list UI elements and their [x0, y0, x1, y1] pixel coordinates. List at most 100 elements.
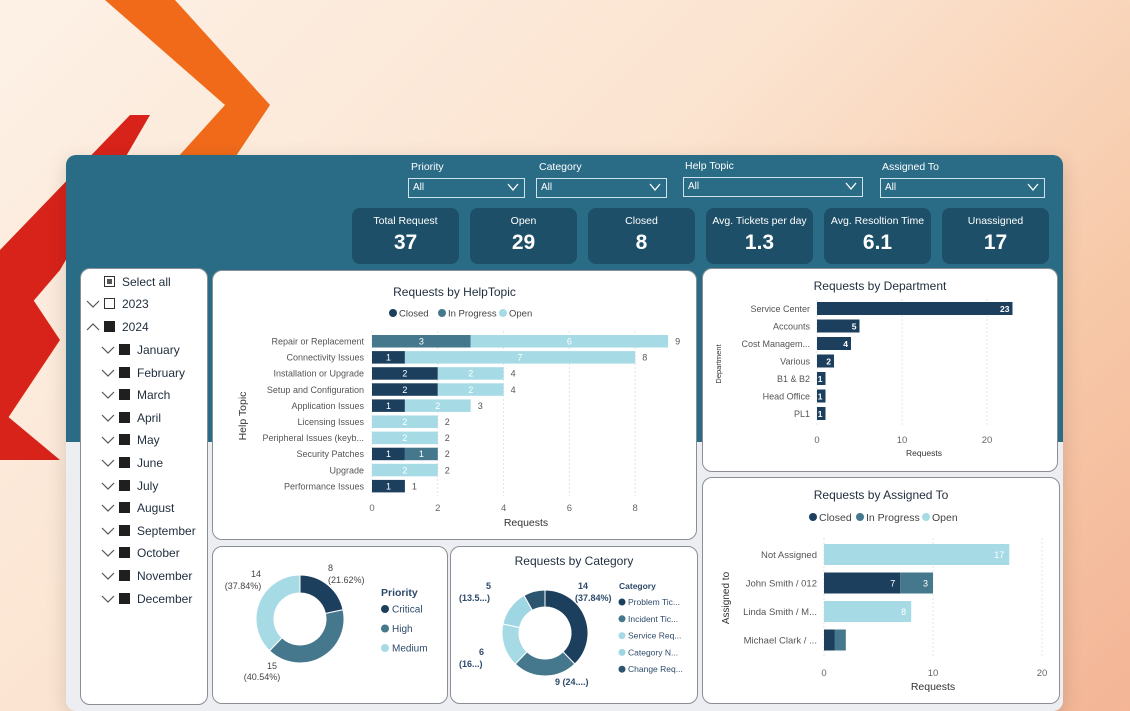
priority-dropdown[interactable]: All — [408, 178, 525, 198]
data-label: 2 — [826, 356, 831, 366]
checkbox[interactable] — [119, 570, 130, 581]
checkbox[interactable] — [119, 411, 130, 423]
chevron-down-icon[interactable] — [101, 433, 115, 447]
bar-segment-open — [404, 351, 636, 364]
bar — [817, 407, 826, 420]
bar-segment-closed — [372, 367, 438, 380]
chevron-down-icon[interactable] — [101, 479, 115, 493]
legend-label: In Progress — [448, 309, 497, 320]
y-tick-label: Linda Smith / M... — [743, 607, 817, 618]
data-label: 3 — [419, 337, 424, 347]
data-label: 1 — [818, 374, 823, 384]
bar-segment-closed — [372, 447, 405, 461]
chevron-down-icon — [845, 182, 857, 191]
assigned-to-dropdown[interactable]: All — [880, 178, 1045, 198]
checkbox[interactable] — [119, 434, 130, 446]
y-tick-label: Michael Clark / ... — [744, 636, 817, 647]
data-label: 2 — [435, 401, 440, 411]
chart-title: Requests by Assigned To — [813, 488, 949, 502]
checkbox[interactable] — [104, 298, 115, 309]
category-dropdown[interactable]: All — [536, 178, 667, 198]
legend-marker — [618, 648, 626, 656]
chevron-down-icon[interactable] — [86, 297, 100, 311]
checkbox[interactable] — [119, 524, 130, 536]
dropdown-value: All — [885, 182, 897, 193]
bar — [817, 319, 860, 333]
chevron-up-icon[interactable] — [86, 320, 100, 334]
legend-label: Change Req... — [628, 664, 683, 674]
kpi-closed: Closed 8 — [588, 208, 695, 264]
y-tick-label: Installation or Upgrade — [273, 369, 364, 379]
slicer-item-label: April — [137, 410, 162, 425]
kpi-label: Avg. Resoltion Time — [830, 215, 925, 227]
checkbox[interactable] — [119, 457, 130, 468]
chevron-down-icon[interactable] — [101, 524, 115, 538]
checkbox[interactable] — [119, 344, 130, 355]
checkbox[interactable] — [104, 321, 115, 332]
chevron-down-icon[interactable] — [101, 411, 115, 425]
chevron-down-icon — [649, 183, 661, 192]
x-tick-label: 10 — [897, 435, 908, 446]
x-tick-label: 0 — [821, 668, 826, 679]
y-axis-label: Department — [714, 343, 723, 383]
bar-segment-closed — [824, 572, 901, 594]
bar-segment-open — [437, 383, 504, 396]
data-label: 1 — [386, 449, 391, 459]
date-slicer: Select all 2023 2024 January February March Ap… — [80, 268, 208, 705]
checkbox[interactable] — [119, 366, 130, 378]
chevron-down-icon[interactable] — [101, 592, 115, 606]
chevron-down-icon[interactable] — [101, 456, 115, 470]
chevron-down-icon[interactable] — [101, 546, 115, 560]
bar-segment-open — [824, 601, 912, 622]
x-axis-label: Requests — [504, 517, 548, 529]
filter-category[interactable]: Category All — [536, 160, 667, 198]
kpi-label: Closed — [625, 215, 658, 227]
department-chart-panel: Requests by Department 0 10 20 Requests Depa… — [702, 268, 1058, 472]
slicer-item-label: May — [137, 433, 160, 448]
checkbox[interactable] — [119, 479, 130, 491]
y-tick-label: Performance Issues — [284, 481, 365, 491]
filter-assigned-to[interactable]: Assigned To All — [880, 160, 1045, 198]
chevron-down-icon — [507, 183, 519, 192]
y-tick-label: Accounts — [773, 321, 811, 331]
legend-marker — [618, 665, 626, 673]
legend-label: Category N... — [628, 647, 678, 657]
total-label: 8 — [642, 353, 647, 363]
checkbox[interactable] — [119, 502, 130, 514]
help-topic-dropdown[interactable]: All — [683, 177, 863, 197]
total-label: 1 — [412, 481, 417, 491]
slicer-item-label: June — [137, 456, 164, 470]
dropdown-value: All — [413, 182, 425, 193]
chevron-down-icon[interactable] — [101, 501, 115, 515]
chevron-down-icon[interactable] — [101, 343, 115, 357]
bar-segment-in-progress — [834, 629, 846, 651]
chevron-down-icon[interactable] — [101, 388, 115, 402]
slicer-item-label: 2023 — [122, 297, 149, 311]
checkbox[interactable] — [119, 389, 130, 401]
y-tick-label: Security Patches — [296, 449, 364, 459]
bar-segment-open — [437, 367, 504, 380]
priority-chart-panel: 8 (21.62%) 15 (40.54%) 14 (37.84%) Priority Cri… — [212, 546, 448, 704]
checkbox[interactable] — [104, 276, 115, 287]
legend-marker — [809, 513, 817, 521]
filter-help-topic[interactable]: Help Topic All — [683, 159, 863, 197]
chevron-down-icon[interactable] — [101, 366, 115, 380]
y-tick-label: Application Issues — [291, 401, 364, 411]
kpi-open: Open 29 — [470, 208, 577, 264]
chart-title: Requests by Department — [813, 279, 947, 293]
bar-segment-closed — [372, 383, 438, 396]
bar-segment-open — [824, 544, 1010, 565]
legend-marker — [381, 605, 389, 613]
dropdown-value: All — [688, 181, 700, 192]
bar — [817, 337, 851, 350]
data-label: (37.84%) — [575, 593, 612, 603]
checkbox[interactable] — [119, 592, 130, 604]
assigned-chart-panel: Requests by Assigned To Closed In Progres… — [702, 477, 1060, 704]
slicer-item-label: December — [137, 591, 193, 606]
filter-label: Category — [539, 161, 582, 173]
filter-priority[interactable]: Priority All — [408, 160, 525, 198]
total-label: 2 — [445, 417, 450, 427]
checkbox[interactable] — [119, 547, 130, 559]
chevron-down-icon[interactable] — [101, 569, 115, 583]
bar-segment-open — [372, 463, 438, 477]
